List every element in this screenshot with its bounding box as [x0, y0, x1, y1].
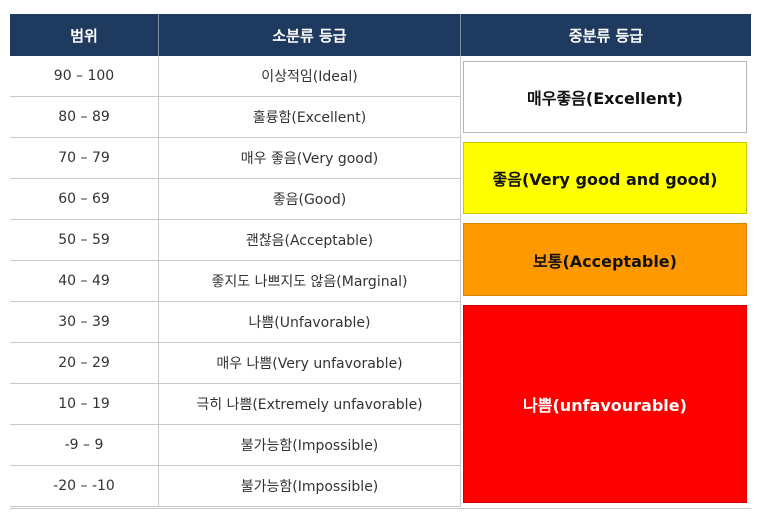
- table-row: 10 – 19 극히 나쁨(Extremely unfavorable): [10, 384, 461, 425]
- grade-excellent: 매우좋음(Excellent): [463, 61, 747, 133]
- sub-grade-cell: 나쁨(Unfavorable): [159, 302, 461, 342]
- range-cell: 90 – 100: [10, 56, 159, 96]
- table-row: -9 – 9 불가능함(Impossible): [10, 425, 461, 466]
- sub-grade-cell: 훌륭함(Excellent): [159, 97, 461, 137]
- table-row: 60 – 69 좋음(Good): [10, 179, 461, 220]
- range-cell: 10 – 19: [10, 384, 159, 424]
- table-row: 90 – 100 이상적임(Ideal): [10, 56, 461, 97]
- sub-grade-cell: 괜찮음(Acceptable): [159, 220, 461, 260]
- table-row: 50 – 59 괜찮음(Acceptable): [10, 220, 461, 261]
- range-cell: 70 – 79: [10, 138, 159, 178]
- range-cell: -20 – -10: [10, 466, 159, 506]
- sub-grade-cell: 이상적임(Ideal): [159, 56, 461, 96]
- table-body: 90 – 100 이상적임(Ideal) 80 – 89 훌륭함(Excelle…: [10, 56, 461, 507]
- sub-grade-cell: 좋음(Good): [159, 179, 461, 219]
- table-row: 30 – 39 나쁨(Unfavorable): [10, 302, 461, 343]
- header-mid-grade: 중분류 등급: [568, 26, 644, 45]
- range-cell: 40 – 49: [10, 261, 159, 301]
- table-row: 70 – 79 매우 좋음(Very good): [10, 138, 461, 179]
- grade-good: 좋음(Very good and good): [463, 142, 747, 214]
- sub-grade-cell: 불가능함(Impossible): [159, 466, 461, 506]
- range-cell: 80 – 89: [10, 97, 159, 137]
- sub-grade-cell: 좋지도 나쁘지도 않음(Marginal): [159, 261, 461, 301]
- range-cell: 30 – 39: [10, 302, 159, 342]
- sub-grade-cell: 매우 나쁨(Very unfavorable): [159, 343, 461, 383]
- table-row: 40 – 49 좋지도 나쁘지도 않음(Marginal): [10, 261, 461, 302]
- grade-unfavourable: 나쁨(unfavourable): [463, 305, 747, 503]
- header-sub-grade: 소분류 등급: [159, 14, 461, 56]
- table-row: -20 – -10 불가능함(Impossible): [10, 466, 461, 507]
- table-row: 20 – 29 매우 나쁨(Very unfavorable): [10, 343, 461, 384]
- table-bottom-divider: [10, 508, 751, 509]
- sub-grade-cell: 매우 좋음(Very good): [159, 138, 461, 178]
- header-range: 범위: [10, 14, 159, 56]
- range-cell: -9 – 9: [10, 425, 159, 465]
- grade-acceptable: 보통(Acceptable): [463, 223, 747, 296]
- range-cell: 20 – 29: [10, 343, 159, 383]
- sub-grade-cell: 불가능함(Impossible): [159, 425, 461, 465]
- table-header: 범위 소분류 등급 중분류 등급: [10, 14, 751, 56]
- table-row: 80 – 89 훌륭함(Excellent): [10, 97, 461, 138]
- sub-grade-cell: 극히 나쁨(Extremely unfavorable): [159, 384, 461, 424]
- range-cell: 60 – 69: [10, 179, 159, 219]
- range-cell: 50 – 59: [10, 220, 159, 260]
